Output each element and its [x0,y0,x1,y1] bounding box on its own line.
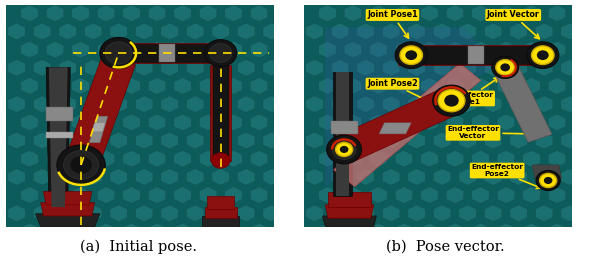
Circle shape [340,146,349,153]
Polygon shape [35,214,100,227]
Polygon shape [398,45,551,65]
Circle shape [57,145,105,185]
Circle shape [539,173,557,187]
Polygon shape [46,107,73,121]
Circle shape [405,50,417,60]
Circle shape [332,139,356,159]
Polygon shape [333,72,352,196]
Circle shape [70,156,92,174]
Circle shape [327,135,362,164]
Polygon shape [336,72,349,196]
Text: Joint Pose1: Joint Pose1 [367,11,418,38]
Circle shape [500,63,510,71]
Circle shape [527,42,559,68]
Polygon shape [417,46,540,64]
Polygon shape [532,165,562,178]
Circle shape [536,171,560,190]
Circle shape [64,150,99,179]
Polygon shape [108,43,226,63]
Text: End-effector
Vector: End-effector Vector [447,126,530,139]
Circle shape [100,37,137,68]
Polygon shape [493,63,552,142]
Polygon shape [333,63,481,187]
Circle shape [336,142,353,157]
Polygon shape [207,196,234,209]
Polygon shape [325,27,497,187]
Circle shape [438,89,465,112]
Polygon shape [64,56,135,169]
Polygon shape [46,132,73,138]
Polygon shape [202,216,240,227]
Circle shape [544,177,552,184]
Circle shape [537,50,549,60]
Polygon shape [46,67,70,207]
Polygon shape [325,205,373,218]
Circle shape [496,60,514,75]
Polygon shape [330,121,358,134]
Polygon shape [212,65,229,161]
Circle shape [400,46,422,64]
Text: End-effector
Pose1: End-effector Pose1 [441,78,499,105]
Polygon shape [328,192,371,207]
Circle shape [205,40,237,66]
Polygon shape [41,203,94,216]
Circle shape [211,153,230,168]
Circle shape [491,56,519,78]
Text: (b)  Pose vector.: (b) Pose vector. [386,240,505,254]
Circle shape [532,46,554,64]
Circle shape [432,85,470,116]
Polygon shape [210,65,231,161]
Polygon shape [6,5,274,227]
Polygon shape [89,116,108,143]
Polygon shape [323,216,376,227]
Polygon shape [379,123,411,134]
Polygon shape [124,44,215,62]
Polygon shape [49,67,68,207]
Circle shape [444,95,459,107]
Polygon shape [304,5,572,227]
Text: End-effector
Pose2: End-effector Pose2 [471,164,541,188]
Circle shape [105,42,132,64]
Polygon shape [468,46,484,64]
Polygon shape [205,207,237,218]
Polygon shape [44,192,92,205]
Text: Joint Vector: Joint Vector [487,11,540,39]
Polygon shape [336,88,460,162]
Circle shape [395,42,427,68]
Polygon shape [92,123,105,132]
Polygon shape [159,44,175,62]
Circle shape [209,44,232,62]
Text: (a)  Initial pose.: (a) Initial pose. [80,240,197,254]
Text: Joint Pose2: Joint Pose2 [367,79,440,106]
